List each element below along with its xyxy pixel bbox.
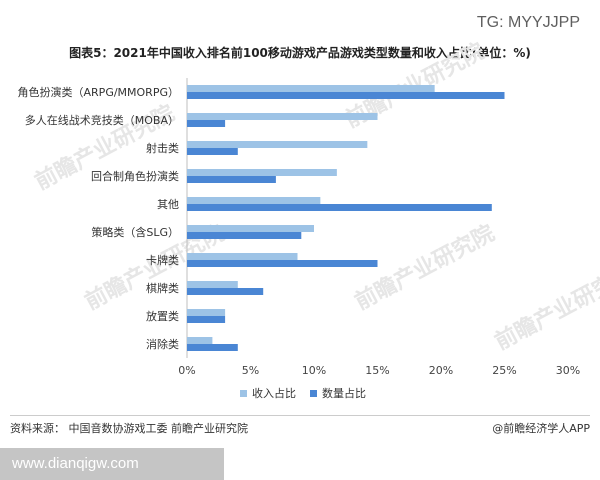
bars [187, 85, 505, 351]
x-tick-label: 15% [365, 364, 389, 377]
category-label: 射击类 [146, 141, 179, 155]
bar-revenue-share [187, 253, 298, 260]
brand-text: @前瞻经济学人APP [492, 422, 590, 435]
footer: 资料来源： 中国音数协游戏工委 前瞻产业研究院 @前瞻经济学人APP [10, 415, 590, 436]
bar-count-share [187, 288, 264, 295]
bar-count-share [187, 92, 505, 99]
overlay-tag-bottom: www.dianqigw.com [0, 448, 224, 480]
category-labels: 角色扮演类（ARPG/MMORPG） 多人在线战术竞技类（MOBA） 射击类回合制角… [18, 85, 179, 351]
x-tick-label: 0% [178, 364, 195, 377]
bar-revenue-share [187, 141, 368, 148]
bar-count-share [187, 344, 238, 351]
category-label: 多人在线战术竞技类（MOBA） [25, 113, 179, 127]
overlay-tag-top: TG: MYYJJPP [468, 12, 588, 34]
bar-revenue-share [187, 281, 238, 288]
chart-title: 图表5：2021年中国收入排名前100移动游戏产品游戏类型数量和收入占比(单位：… [69, 46, 531, 60]
category-label: 放置类 [146, 309, 179, 323]
bar-revenue-share [187, 225, 314, 232]
bar-revenue-share [187, 85, 435, 92]
bar-count-share [187, 232, 302, 239]
category-label: 消除类 [146, 337, 179, 351]
legend-label: 收入占比 [252, 386, 296, 400]
watermark-text: 前瞻产业研究院 [351, 220, 499, 315]
bar-revenue-share [187, 169, 337, 176]
bar-count-share [187, 176, 276, 183]
source-text: 资料来源： 中国音数协游戏工委 前瞻产业研究院 [10, 422, 248, 435]
legend-swatch [310, 390, 317, 397]
bar-count-share [187, 260, 378, 267]
category-label: 棋牌类 [146, 281, 179, 295]
bar-revenue-share [187, 337, 213, 344]
x-tick-label: 10% [302, 364, 326, 377]
legend-label: 数量占比 [322, 386, 366, 400]
x-tick-label: 20% [429, 364, 453, 377]
bar-revenue-share [187, 197, 321, 204]
legend-swatch [240, 390, 247, 397]
category-label: 策略类（含SLG） [91, 225, 179, 239]
legend: 收入占比 数量占比 [240, 386, 366, 400]
bar-revenue-share [187, 113, 378, 120]
category-label: 角色扮演类（ARPG/MMORPG） [18, 85, 179, 99]
x-tick-label: 25% [492, 364, 516, 377]
bar-count-share [187, 148, 238, 155]
category-label: 回合制角色扮演类 [91, 169, 179, 183]
bar-count-share [187, 204, 492, 211]
watermark-text: 前瞻产业研究院 [491, 260, 600, 355]
chart: 前瞻产业研究院前瞻产业研究院前瞻产业研究院前瞻产业研究院前瞻产业研究院 0%5%… [18, 38, 600, 400]
bar-count-share [187, 120, 226, 127]
bar-count-share [187, 316, 226, 323]
category-label: 卡牌类 [146, 253, 179, 267]
category-label: 其他 [157, 198, 179, 211]
bar-revenue-share [187, 309, 226, 316]
x-tick-label: 5% [242, 364, 259, 377]
x-tick-label: 30% [556, 364, 580, 377]
